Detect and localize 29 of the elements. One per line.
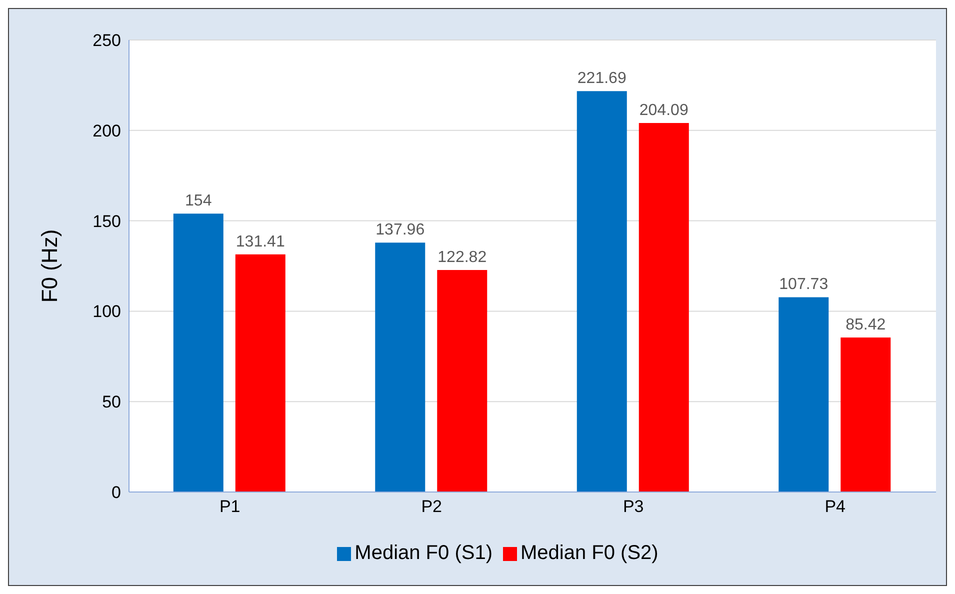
data-label: 122.82 — [438, 248, 487, 266]
legend-label: Median F0 (S1) — [354, 542, 492, 564]
data-label: 107.73 — [779, 276, 828, 294]
data-label: 221.69 — [577, 70, 626, 88]
x-tick-label: P3 — [622, 497, 644, 516]
x-tick-label: P4 — [824, 497, 846, 516]
bar — [437, 270, 488, 492]
x-tick-label: P2 — [421, 497, 442, 516]
data-label: 131.41 — [236, 233, 285, 250]
y-tick-label: 0 — [112, 483, 121, 502]
data-label: 204.09 — [639, 102, 688, 120]
bar — [840, 338, 891, 492]
bar — [173, 214, 224, 492]
bar — [638, 123, 689, 492]
legend-label: Median F0 (S2) — [520, 542, 658, 564]
y-tick-label: 150 — [92, 212, 121, 231]
bar — [778, 297, 829, 492]
data-label: 85.42 — [846, 316, 886, 334]
x-tick-label: P1 — [219, 497, 240, 516]
data-label: 154 — [185, 192, 212, 210]
y-tick-label: 50 — [102, 392, 121, 412]
y-tick-label: 200 — [92, 121, 121, 140]
y-axis-title: F0 (Hz) — [36, 229, 62, 303]
bar — [576, 91, 627, 492]
y-tick-label: 100 — [92, 302, 121, 322]
y-tick-label: 250 — [92, 31, 121, 50]
data-label: 137.96 — [376, 222, 425, 239]
bar — [375, 242, 426, 492]
bar — [235, 254, 286, 492]
